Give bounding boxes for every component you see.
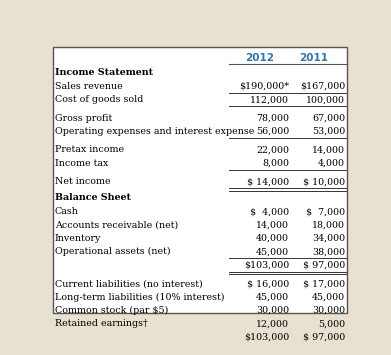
Text: Gross profit: Gross profit [55,114,112,123]
Text: Accounts receivable (net): Accounts receivable (net) [55,220,178,230]
Text: 100,000: 100,000 [306,95,345,104]
Text: 45,000: 45,000 [256,247,289,256]
Text: Retained earnings†: Retained earnings† [55,319,147,328]
Text: Income Statement: Income Statement [55,68,153,77]
Text: Operating expenses and interest expense: Operating expenses and interest expense [55,127,254,136]
Text: $ 97,000: $ 97,000 [303,261,345,270]
Text: 14,000: 14,000 [256,220,289,230]
Text: 34,000: 34,000 [312,234,345,243]
Text: Long-term liabilities (10% interest): Long-term liabilities (10% interest) [55,293,224,301]
Text: $103,000: $103,000 [244,261,289,270]
Text: Operational assets (net): Operational assets (net) [55,247,170,256]
Text: 56,000: 56,000 [256,127,289,136]
Text: Pretax income: Pretax income [55,146,124,154]
Text: 2012: 2012 [245,53,274,62]
Text: 38,000: 38,000 [312,247,345,256]
Text: 67,000: 67,000 [312,114,345,123]
Text: Common stock (par $5): Common stock (par $5) [55,306,168,315]
Text: $190,000*: $190,000* [239,82,289,91]
Text: $  4,000: $ 4,000 [250,207,289,216]
Text: Sales revenue: Sales revenue [55,82,123,91]
Text: $ 14,000: $ 14,000 [247,177,289,186]
Text: Income tax: Income tax [55,159,108,168]
Text: Current liabilities (no interest): Current liabilities (no interest) [55,279,203,288]
Text: $  7,000: $ 7,000 [306,207,345,216]
Text: $103,000: $103,000 [244,333,289,342]
Text: Balance Sheet: Balance Sheet [55,193,131,202]
Text: $ 17,000: $ 17,000 [303,279,345,288]
Text: 22,000: 22,000 [256,146,289,154]
FancyBboxPatch shape [54,47,347,313]
Text: $ 16,000: $ 16,000 [247,279,289,288]
Text: 78,000: 78,000 [256,114,289,123]
Text: 18,000: 18,000 [312,220,345,230]
Text: 5,000: 5,000 [318,319,345,328]
Text: 53,000: 53,000 [312,127,345,136]
Text: $ 97,000: $ 97,000 [303,333,345,342]
Text: 8,000: 8,000 [262,159,289,168]
Text: Net income: Net income [55,177,111,186]
Text: 45,000: 45,000 [312,293,345,301]
Text: 45,000: 45,000 [256,293,289,301]
Text: 30,000: 30,000 [256,306,289,315]
Text: Cash: Cash [55,207,79,216]
Text: 112,000: 112,000 [250,95,289,104]
Text: $167,000: $167,000 [300,82,345,91]
Text: 12,000: 12,000 [256,319,289,328]
Text: 30,000: 30,000 [312,306,345,315]
Text: 4,000: 4,000 [318,159,345,168]
Text: 2011: 2011 [300,53,328,62]
Text: 40,000: 40,000 [256,234,289,243]
Text: $ 10,000: $ 10,000 [303,177,345,186]
Text: Inventory: Inventory [55,234,101,243]
Text: Cost of goods sold: Cost of goods sold [55,95,143,104]
Text: 14,000: 14,000 [312,146,345,154]
